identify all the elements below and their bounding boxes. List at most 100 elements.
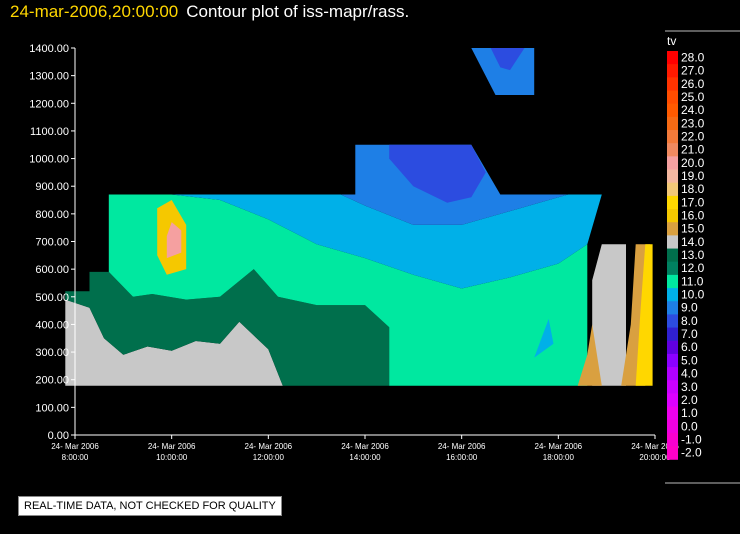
colorbar-swatch (667, 367, 678, 381)
x-tick-date-label: 24- Mar 2006 (245, 442, 293, 451)
y-tick-label: 800.00 (35, 209, 69, 221)
colorbar-level-label: 22.0 (681, 130, 705, 144)
colorbar-level-label: 0.0 (681, 419, 698, 433)
region-yellow-right (635, 244, 653, 386)
region-orange-right (577, 324, 602, 386)
y-tick-label: 1100.00 (30, 126, 69, 138)
colorbar-swatch (667, 432, 678, 447)
colorbar-swatch (667, 130, 678, 144)
colorbar-swatch (667, 64, 678, 78)
colorbar-swatch (667, 77, 678, 92)
y-tick-label: 1000.00 (29, 154, 69, 166)
colorbar-level-label: -1.0 (681, 432, 702, 446)
colorbar-swatch (667, 314, 678, 329)
region-blue-top-dark (490, 48, 525, 71)
chart-title: 24-mar-2006,20:00:00 Contour plot of iss-… (10, 0, 409, 24)
colorbar-level-label: 16.0 (681, 209, 705, 223)
x-tick-date-label: 24- Mar 2006 (535, 442, 583, 451)
colorbar-level-label: 12.0 (681, 261, 705, 275)
y-tick-label: 500.00 (35, 292, 69, 304)
colorbar-swatch (667, 419, 678, 434)
colorbar-level-label: 19.0 (681, 169, 705, 183)
colorbar-swatch (667, 446, 678, 460)
colorbar-swatch (667, 380, 678, 394)
y-tick-label: 200.00 (35, 375, 69, 387)
y-tick-label: 100.00 (35, 402, 69, 414)
y-tick-label: 0.00 (48, 430, 69, 442)
y-tick-label: 1300.00 (29, 71, 69, 83)
x-tick-date-label: 24- Mar 2006 (148, 442, 196, 451)
colorbar-swatch (667, 288, 678, 302)
x-tick-time-label: 20:00:00 (639, 453, 671, 462)
colorbar-swatch (667, 103, 678, 118)
region-pink-blob (166, 222, 182, 259)
colorbar-level-label: 15.0 (681, 222, 705, 236)
chart-datetime: 24-mar-2006,20:00:00 (10, 2, 179, 21)
colorbar-swatch (667, 406, 678, 421)
region-blue-top (471, 48, 535, 95)
colorbar-level-label: 7.0 (681, 327, 698, 341)
y-tick-label: 1400.00 (29, 43, 69, 55)
colorbar-level-label: 24.0 (681, 103, 705, 117)
colorbar-level-label: 11.0 (681, 274, 704, 288)
y-tick-label: 900.00 (35, 181, 69, 193)
colorbar-swatch (667, 156, 678, 171)
colorbar-level-label: 3.0 (681, 380, 698, 394)
region-cyan-patch (534, 318, 554, 358)
colorbar-level-label: 13.0 (681, 248, 705, 262)
x-tick-date-label: 24- Mar 2006 (341, 442, 389, 451)
colorbar-level-label: 27.0 (681, 64, 705, 78)
colorbar-swatch (667, 327, 678, 342)
colorbar-swatch (667, 222, 678, 236)
colorbar-swatch (667, 235, 678, 250)
y-tick-label: 600.00 (35, 264, 69, 276)
colorbar-title: tv (667, 34, 676, 48)
x-tick-time-label: 18:00:00 (543, 453, 575, 462)
x-tick-time-label: 12:00:00 (253, 453, 285, 462)
x-tick-time-label: 10:00:00 (156, 453, 188, 462)
colorbar-swatch (667, 90, 678, 105)
colorbar-swatch (667, 248, 678, 263)
chart-title-text: Contour plot of iss-mapr/rass. (186, 2, 410, 21)
x-tick-time-label: 14:00:00 (349, 453, 381, 462)
quality-notice: REAL-TIME DATA, NOT CHECKED FOR QUALITY (18, 496, 282, 516)
colorbar-swatch (667, 209, 678, 223)
y-tick-label: 1200.00 (29, 98, 69, 110)
colorbar-swatch (667, 169, 678, 184)
region-dkgreen-main (65, 269, 390, 386)
region-gray-low (65, 299, 283, 386)
colorbar-swatch (667, 261, 678, 276)
colorbar-level-label: 2.0 (681, 393, 698, 407)
colorbar-swatch (667, 301, 678, 315)
region-ltgreen-main (108, 194, 588, 386)
colorbar-level-label: 8.0 (681, 314, 698, 328)
colorbar-level-label: 25.0 (681, 90, 705, 104)
colorbar-level-label: 4.0 (681, 367, 698, 381)
colorbar-level-label: 5.0 (681, 353, 698, 367)
colorbar-level-label: 10.0 (681, 288, 705, 302)
x-tick-date-label: 24- Mar 2006 (51, 442, 99, 451)
colorbar-level-label: 6.0 (681, 340, 698, 354)
colorbar-swatch (667, 353, 678, 368)
colorbar-level-label: 18.0 (681, 182, 705, 196)
colorbar-level-label: 21.0 (681, 143, 705, 157)
y-tick-label: 300.00 (35, 347, 69, 359)
x-tick-date-label: 24- Mar 2006 (631, 442, 679, 451)
colorbar-level-label: -2.0 (681, 446, 702, 460)
y-tick-label: 700.00 (35, 237, 69, 249)
colorbar-level-label: 1.0 (681, 406, 698, 420)
x-tick-time-label: 16:00:00 (446, 453, 478, 462)
colorbar-swatch (667, 143, 678, 157)
colorbar-level-label: 26.0 (681, 77, 705, 91)
colorbar-level-label: 23.0 (681, 116, 705, 130)
colorbar-level-label: 28.0 (681, 51, 705, 65)
colorbar-swatch (667, 182, 678, 197)
y-tick-label: 400.00 (35, 319, 69, 331)
colorbar-swatch (667, 195, 678, 210)
region-blue-dark (389, 144, 486, 203)
colorbar-level-label: 14.0 (681, 235, 705, 249)
x-tick-date-label: 24- Mar 2006 (438, 442, 486, 451)
colorbar-swatch (667, 116, 678, 131)
colorbar-level-label: 9.0 (681, 301, 698, 315)
